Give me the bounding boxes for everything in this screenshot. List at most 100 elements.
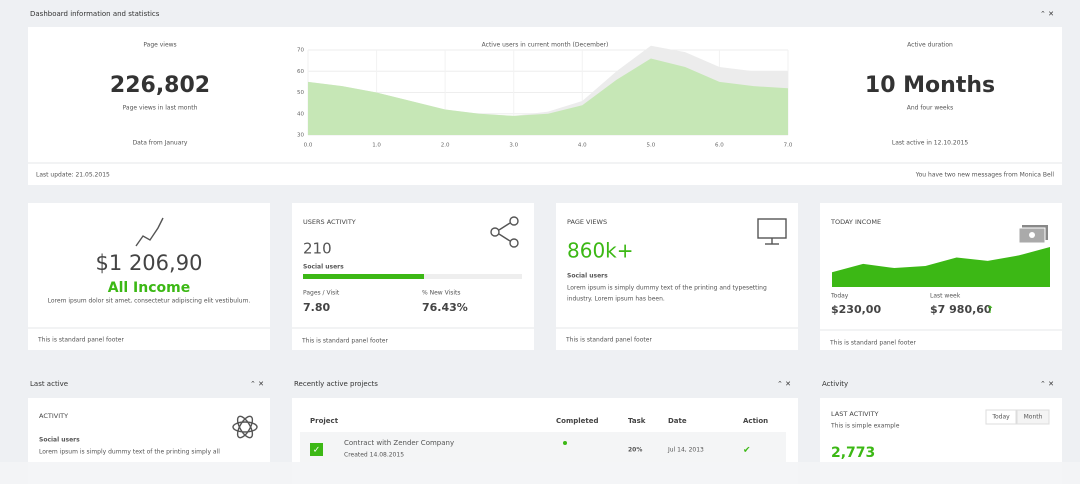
card-text: Lorem ipsum dolor sit amet, consectetur … <box>48 298 251 305</box>
tab-button[interactable] <box>985 409 1017 425</box>
stat-label: Last week <box>930 293 961 300</box>
card-title: PAGE VIEWS <box>567 218 607 226</box>
stat-label: Pages / Visit <box>303 290 340 297</box>
card-footer: This is standard panel footer <box>829 340 916 347</box>
panel <box>28 27 1062 185</box>
y-tick-label: 50 <box>297 90 304 96</box>
stat-label: Active duration <box>907 42 953 49</box>
checkbox[interactable] <box>310 443 323 456</box>
x-tick-label: 1.0 <box>372 143 381 149</box>
card-footer: This is standard panel footer <box>565 337 652 344</box>
card-title: TODAY INCOME <box>830 218 881 226</box>
card-label: Social users <box>303 264 344 271</box>
stat-label: % New Visits <box>422 290 461 297</box>
stat-value: 226,802 <box>110 73 210 98</box>
project-name: Contract with Zender Company <box>344 439 454 447</box>
x-tick-label: 2.0 <box>441 143 450 149</box>
column-header: Date <box>668 417 687 425</box>
y-tick-label: 30 <box>297 133 304 139</box>
collapse-button[interactable]: ⌃ ✕ <box>777 380 791 388</box>
task-value: 20% <box>628 447 642 454</box>
card-value: 210 <box>303 240 332 258</box>
tab-label: Today <box>991 414 1010 421</box>
table-row <box>300 432 786 462</box>
area <box>308 58 788 135</box>
monitor-icon <box>757 218 787 245</box>
project-created: Created 14.08.2015 <box>344 452 404 459</box>
panel-subtitle: This is simple example <box>830 423 900 430</box>
progress-bar <box>303 274 424 279</box>
y-tick-label: 40 <box>297 111 304 117</box>
card: PAGE VIEWS 860k+ Social users Lorem ipsu… <box>556 203 798 350</box>
chart-icon <box>135 217 164 247</box>
stat-note: Last active in 12.10.2015 <box>892 140 968 147</box>
trend-arrow: ↑ <box>986 305 994 316</box>
panel-text: Lorem ipsum is simply dummy text of the … <box>39 449 220 456</box>
stat-caption: And four weeks <box>907 105 953 112</box>
sparkline <box>832 247 1050 287</box>
area-chart: 30 40 50 60 70 0.0 1.0 2.0 3.0 4.0 5.0 6.0 7.0 <box>297 45 793 149</box>
card-footer: This is standard panel footer <box>37 337 124 344</box>
column-header: Completed <box>556 417 599 425</box>
x-tick-label: 7.0 <box>784 143 793 149</box>
stat-value: 10 Months <box>865 73 995 98</box>
atom-icon <box>232 415 258 439</box>
panel-title: Recently active projects <box>294 380 378 388</box>
fade-overlay <box>0 462 1080 484</box>
card-text: industry. Lorem ipsum has been. <box>567 296 665 303</box>
amount: $1 206,90 <box>96 251 203 275</box>
x-tick-label: 0.0 <box>304 143 313 149</box>
card-title: USERS ACTIVITY <box>303 218 356 226</box>
panel-label: Social users <box>39 437 80 444</box>
stat-note: Data from January <box>133 140 188 147</box>
card: $1 206,90 All Income Lorem ipsum dolor s… <box>28 203 270 350</box>
stat-caption: Page views in last month <box>123 105 198 112</box>
y-tick-label: 60 <box>297 69 304 75</box>
x-tick-label: 3.0 <box>509 143 518 149</box>
collapse-button[interactable]: ⌃ ✕ <box>1040 10 1054 18</box>
money-icon <box>1018 225 1048 244</box>
tab-label: Month <box>1024 414 1043 421</box>
stat-value: $7 980,60 <box>930 303 992 316</box>
card-value: 860k+ <box>567 239 634 263</box>
card-label: Social users <box>567 273 608 280</box>
stat-label: Today <box>830 293 849 300</box>
tab-button[interactable] <box>1016 409 1050 425</box>
amount-label: All Income <box>108 280 190 296</box>
collapse-button[interactable]: ⌃ ✕ <box>1040 380 1054 388</box>
y-tick-label: 70 <box>297 48 304 54</box>
column-header: Action <box>743 417 768 425</box>
stat-value: $230,00 <box>831 303 881 316</box>
card: USERS ACTIVITY 210 Social users Pages / … <box>292 203 534 350</box>
panel-title: Activity <box>822 380 848 388</box>
x-tick-label: 4.0 <box>578 143 587 149</box>
footer-text: You have two new messages from Monica Be… <box>915 172 1055 179</box>
status-dot <box>563 441 567 445</box>
stat-label: Page views <box>143 42 176 49</box>
panel-heading: ACTIVITY <box>39 412 68 420</box>
activity-value: 2,773 <box>831 445 875 461</box>
panel-title: Dashboard information and statistics <box>30 10 160 18</box>
stat-value: 7.80 <box>303 301 330 314</box>
stat-value: 76.43% <box>422 301 468 314</box>
check-mark: ✓ <box>313 446 321 456</box>
card: TODAY INCOME Today $230,00 Last week $7 … <box>820 203 1062 350</box>
share-icon <box>490 216 519 248</box>
panel-title: Last active <box>30 380 68 388</box>
area <box>832 247 1050 287</box>
footer-text: Last update: 21.05.2015 <box>36 172 110 179</box>
x-tick-label: 6.0 <box>715 143 724 149</box>
panel-heading: LAST ACTIVITY <box>831 410 878 418</box>
collapse-button[interactable]: ⌃ ✕ <box>250 380 264 388</box>
card-footer: This is standard panel footer <box>301 338 388 345</box>
action-icon[interactable]: ✔ <box>743 446 751 456</box>
card-text: Lorem ipsum is simply dummy text of the … <box>567 285 767 292</box>
column-header: Project <box>310 417 339 425</box>
column-header: Task <box>628 417 646 425</box>
table-header: Project Completed Task Date Action <box>310 417 768 425</box>
date-value: Jul 14, 2013 <box>667 447 704 454</box>
chart-title: Active users in current month (December) <box>482 42 609 49</box>
card-body <box>28 203 270 350</box>
x-tick-label: 5.0 <box>646 143 655 149</box>
